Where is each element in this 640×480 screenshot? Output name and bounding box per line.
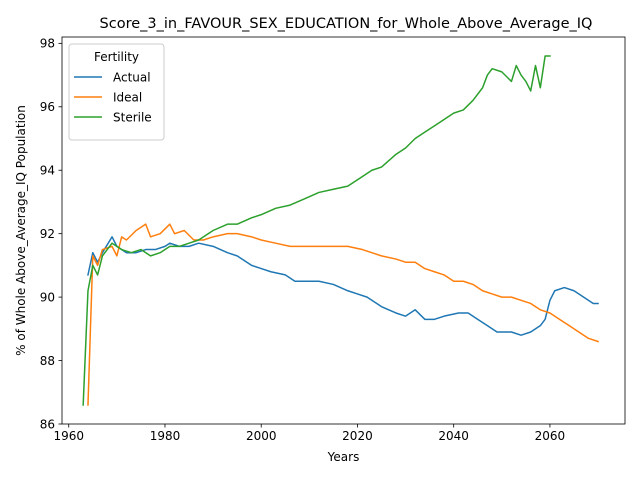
- legend-label-actual: Actual: [113, 70, 151, 84]
- x-tick-label: 1980: [150, 429, 181, 443]
- series-line-sterile: [82, 55, 551, 406]
- x-tick-label: 2020: [342, 429, 373, 443]
- y-axis-title: % of Whole Above_Average_IQ Population: [14, 105, 28, 356]
- x-tick-label: 2000: [246, 429, 277, 443]
- y-tick-label: 96: [40, 100, 55, 114]
- y-tick-label: 88: [40, 354, 55, 368]
- x-tick-label: 2060: [535, 429, 566, 443]
- series-line-ideal: [87, 223, 599, 406]
- series-lines: [82, 55, 599, 406]
- legend-items: Actual Ideal Sterile: [74, 70, 152, 124]
- x-axis: 1960 1980 2000 2020 2040 2060: [53, 424, 565, 443]
- plot-frame: [61, 36, 626, 425]
- x-axis-title: Years: [327, 450, 360, 464]
- y-tick-label: 94: [40, 164, 55, 178]
- series-line-actual: [87, 236, 599, 336]
- x-tick-label: 2040: [438, 429, 469, 443]
- legend-title: Fertility: [94, 50, 139, 64]
- y-axis: 86 88 90 92 94 96 98: [40, 37, 62, 431]
- legend: Fertility Actual Ideal Sterile: [68, 43, 165, 141]
- y-tick-label: 98: [40, 37, 55, 51]
- y-tick-label: 92: [40, 227, 55, 241]
- legend-label-ideal: Ideal: [113, 90, 142, 104]
- x-tick-label: 1960: [53, 429, 84, 443]
- y-tick-label: 86: [40, 417, 55, 431]
- y-tick-label: 90: [40, 290, 55, 304]
- chart-title: Score_3_in_FAVOUR_SEX_EDUCATION_for_Whol…: [100, 16, 593, 32]
- legend-frame: [68, 43, 165, 141]
- legend-label-sterile: Sterile: [113, 110, 152, 124]
